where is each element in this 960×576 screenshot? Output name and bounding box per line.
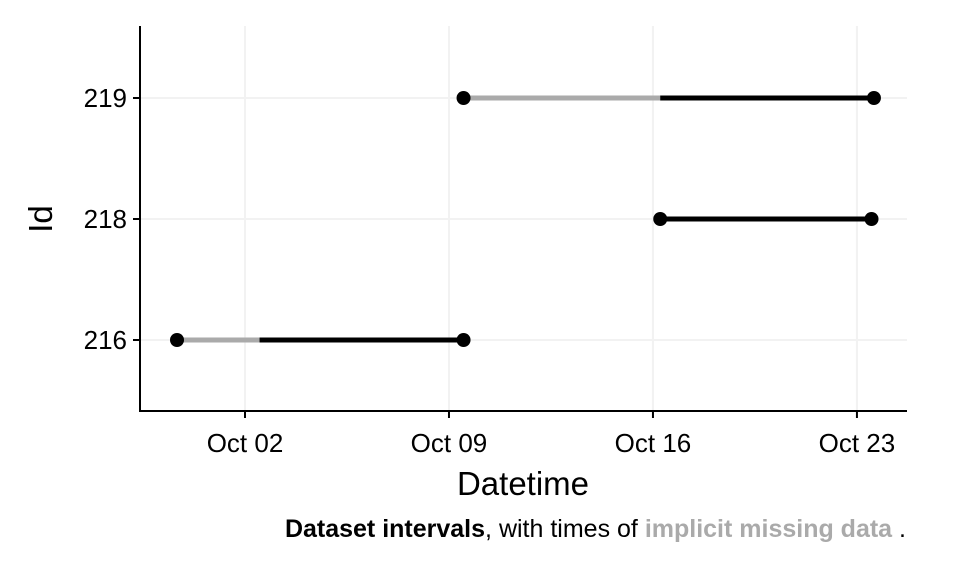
x-axis-title: Datetime — [457, 465, 589, 502]
interval-start-point-218 — [653, 212, 668, 226]
interval-end-point-216 — [456, 333, 471, 347]
interval-endpoints — [170, 91, 881, 347]
interval-start-point-219 — [456, 91, 471, 105]
x-axis-ticks: Oct 02 Oct 09 Oct 16 Oct 23 — [207, 411, 896, 458]
y-tick-label: 219 — [84, 83, 127, 113]
y-axis-ticks: 216 218 219 — [84, 83, 140, 355]
caption-end-text: . — [892, 515, 906, 543]
interval-end-point-219 — [866, 91, 881, 105]
caption-middle-text: , with times of — [485, 515, 645, 543]
interval-start-point-216 — [170, 333, 185, 347]
x-tick-label: Oct 23 — [819, 428, 896, 458]
caption-missing-data-text: implicit missing data — [644, 515, 893, 543]
y-tick-label: 218 — [84, 204, 127, 234]
interval-segments — [177, 95, 874, 343]
chart-caption: Dataset intervals, with times of implici… — [285, 515, 906, 544]
caption-bold-text: Dataset intervals — [284, 515, 486, 543]
x-tick-label: Oct 16 — [615, 428, 692, 458]
interval-end-point-218 — [864, 212, 879, 226]
x-tick-label: Oct 09 — [411, 428, 488, 458]
y-tick-label: 216 — [84, 325, 127, 355]
y-axis-title: Id — [22, 205, 59, 233]
x-tick-label: Oct 02 — [207, 428, 284, 458]
